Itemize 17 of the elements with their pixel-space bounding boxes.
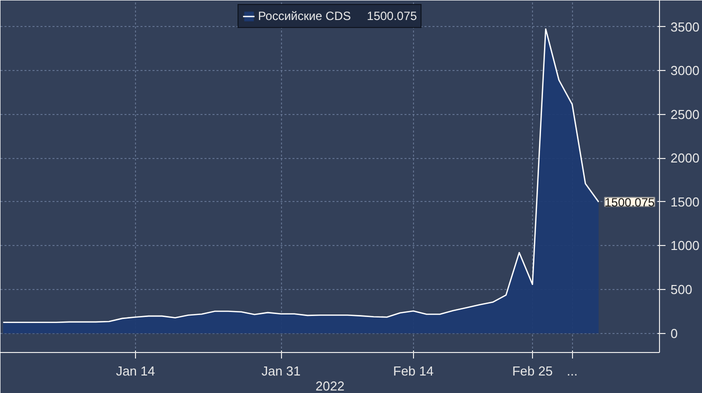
x-axis-title: 2022 (316, 378, 344, 393)
x-tick-label: Feb 14 (393, 364, 434, 378)
data-label: 1500.075 (604, 195, 656, 210)
y-tick-label: 0 (670, 326, 678, 341)
text: 1500.075 (366, 9, 417, 23)
y-tick-label: 2000 (670, 150, 700, 166)
y-tick-label: 1500 (670, 194, 700, 210)
y-tick-label: 3000 (670, 63, 700, 78)
x-tick-label: Jan 14 (116, 364, 156, 378)
x-tick-label: Jan 31 (262, 364, 301, 378)
y-tick-label: 3500 (670, 19, 700, 34)
legend-label: Российские CDS (258, 9, 351, 23)
x-tick-label: ... (566, 364, 578, 378)
y-tick-label: 2500 (670, 106, 700, 122)
y-tick-label: 1000 (670, 238, 700, 254)
x-tick-label: Feb 25 (512, 364, 553, 378)
y-tick-label: 500 (670, 282, 692, 298)
